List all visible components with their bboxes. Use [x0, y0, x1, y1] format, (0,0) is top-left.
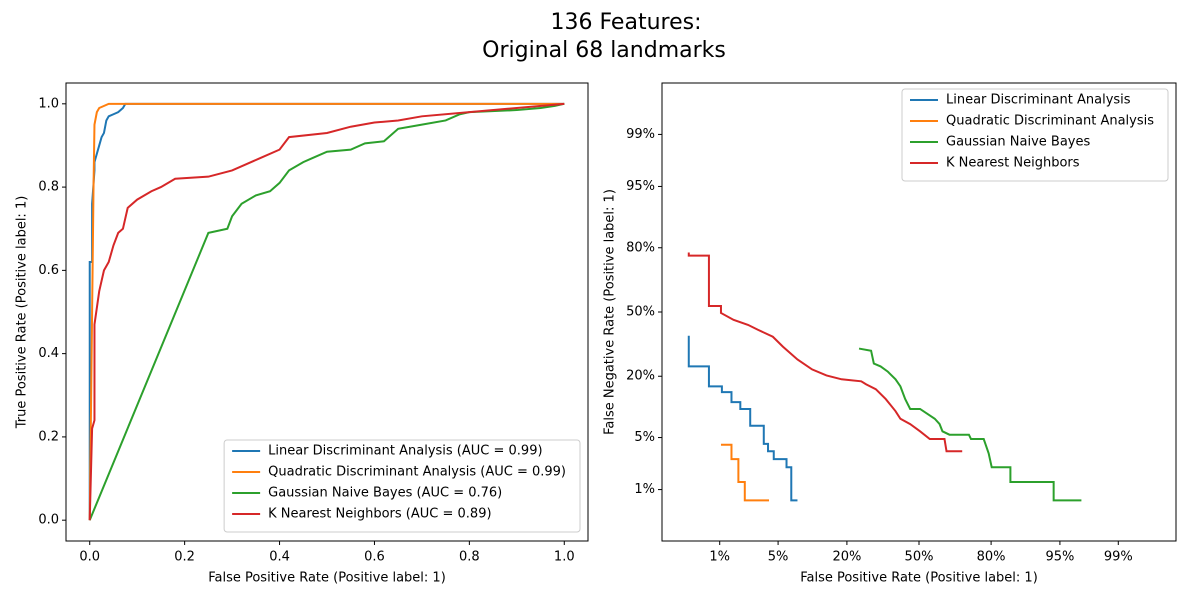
- legend-label: Linear Discriminant Analysis: [946, 93, 1131, 108]
- y-tick-label: 0.2: [38, 429, 59, 444]
- y-tick-label: 20%: [626, 369, 655, 384]
- legend-label: K Nearest Neighbors: [946, 156, 1080, 171]
- y-tick-label: 95%: [626, 179, 655, 194]
- y-tick-label: 0.6: [38, 263, 59, 278]
- x-tick-label: 99%: [1104, 550, 1133, 565]
- series-line: [88, 102, 565, 521]
- y-tick-label: 1.0: [38, 96, 59, 111]
- legend: Linear Discriminant Analysis Quadratic Di…: [901, 88, 1169, 182]
- legend-frame: [901, 88, 1169, 182]
- x-tick-label: 0.8: [459, 550, 480, 565]
- series-line: [88, 102, 565, 521]
- legend-label: Gaussian Naive Bayes: [946, 135, 1090, 150]
- x-tick-label: 0.2: [174, 550, 195, 565]
- x-tick-label: 20%: [832, 550, 861, 565]
- y-tick-label: 0.8: [38, 180, 59, 195]
- legend-frame: [223, 439, 581, 533]
- x-tick-label: 0.4: [269, 550, 290, 565]
- series-line: [687, 252, 963, 453]
- y-axis-label: False Negative Rate (Positive label: 1): [603, 189, 618, 435]
- x-tick-label: 1%: [709, 550, 730, 565]
- x-axis-label: False Positive Rate (Positive label: 1): [800, 571, 1038, 586]
- y-tick-label: 5%: [634, 430, 655, 445]
- x-tick-label: 95%: [1045, 550, 1074, 565]
- axes-frame: [65, 82, 589, 542]
- y-tick-label: 1%: [634, 482, 655, 497]
- x-tick-label: 50%: [905, 550, 934, 565]
- y-tick-label: 50%: [626, 305, 655, 320]
- y-tick-label: 80%: [626, 240, 655, 255]
- figure-title: Original 68 landmarks: [482, 38, 726, 63]
- figure-title: 136 Features:: [551, 10, 702, 35]
- y-tick-label: 0.0: [38, 513, 59, 528]
- series-line: [720, 443, 770, 502]
- legend-label: Quadratic Discriminant Analysis: [946, 114, 1154, 129]
- legend-label: Linear Discriminant Analysis (AUC = 0.99…: [268, 444, 542, 459]
- x-tick-label: 1.0: [554, 550, 575, 565]
- axes-frame: [661, 82, 1177, 542]
- series-line: [858, 347, 1082, 502]
- series-line: [687, 335, 798, 502]
- y-tick-label: 0.4: [38, 346, 59, 361]
- legend-label: K Nearest Neighbors (AUC = 0.89): [268, 507, 491, 522]
- legend-label: Quadratic Discriminant Analysis (AUC = 0…: [268, 465, 566, 480]
- legend: Linear Discriminant Analysis (AUC = 0.99…: [223, 439, 581, 533]
- legend-label: Gaussian Naive Bayes (AUC = 0.76): [268, 486, 502, 501]
- x-tick-label: 0.0: [79, 550, 100, 565]
- x-tick-label: 5%: [768, 550, 789, 565]
- x-tick-label: 80%: [977, 550, 1006, 565]
- y-tick-label: 99%: [626, 127, 655, 142]
- y-axis-label: True Positive Rate (Positive label: 1): [15, 196, 30, 430]
- x-axis-label: False Positive Rate (Positive label: 1): [208, 571, 446, 586]
- series-line: [88, 102, 565, 521]
- x-tick-label: 0.6: [364, 550, 385, 565]
